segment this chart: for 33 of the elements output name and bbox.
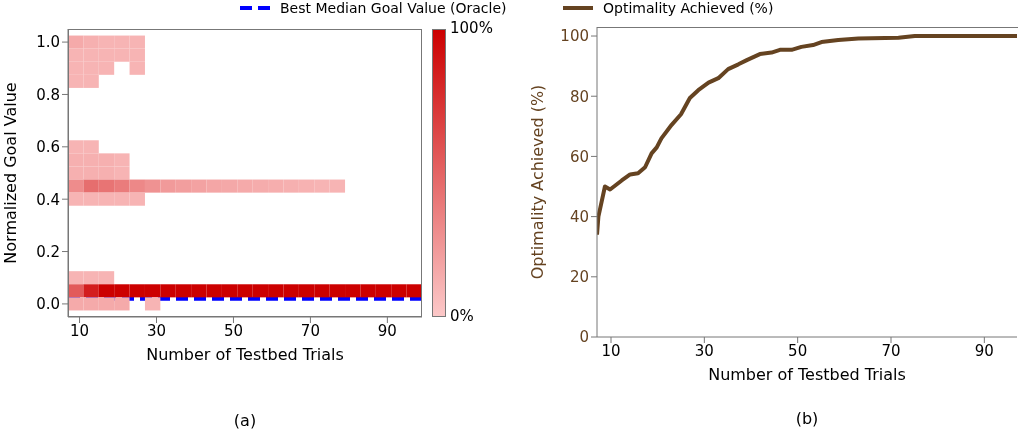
x-tick-label: 10	[70, 321, 90, 340]
y-tick-label: 60	[569, 147, 589, 166]
x-tick-label: 90	[974, 341, 994, 360]
color-bar-label: 100%	[450, 19, 493, 37]
x-axis-title: Number of Testbed Trials	[146, 345, 344, 364]
y-tick-label: 100	[560, 27, 589, 46]
y-tick-label: 1.0	[36, 33, 60, 52]
x-axis-title: Number of Testbed Trials	[708, 365, 906, 384]
x-tick-label: 50	[788, 341, 808, 360]
y-tick-label: 0.6	[36, 138, 60, 157]
color-bar-label: 0%	[450, 307, 474, 325]
text: (b)	[794, 409, 820, 428]
x-tick-label: 10	[601, 341, 621, 360]
x-tick-label: 30	[146, 321, 167, 340]
y-tick-label: 0.8	[36, 85, 60, 104]
y-axis-title: Normalized Goal Value	[0, 82, 20, 264]
y-axis-title: Optimality Achieved (%)	[527, 84, 547, 280]
x-tick-label: 30	[694, 341, 714, 360]
line-series	[597, 34, 1017, 237]
x-tick-label: 90	[377, 321, 397, 340]
y-tick-label: 0	[579, 328, 589, 347]
x-tick-label: 70	[300, 321, 320, 340]
y-tick-label: 20	[569, 268, 589, 287]
y-tick-label: 0.2	[36, 242, 60, 261]
text: (a)	[232, 411, 258, 430]
legend-label: Best Median Goal Value (Oracle)	[280, 0, 507, 16]
y-tick-label: 40	[569, 207, 589, 226]
x-tick-label: 50	[223, 321, 243, 340]
legend-label: Optimality Achieved (%)	[603, 0, 774, 16]
y-tick-label: 0.4	[36, 190, 60, 209]
y-tick-label: 80	[569, 87, 589, 106]
y-tick-label: 0.0	[36, 295, 60, 314]
x-tick-label: 70	[881, 341, 901, 360]
